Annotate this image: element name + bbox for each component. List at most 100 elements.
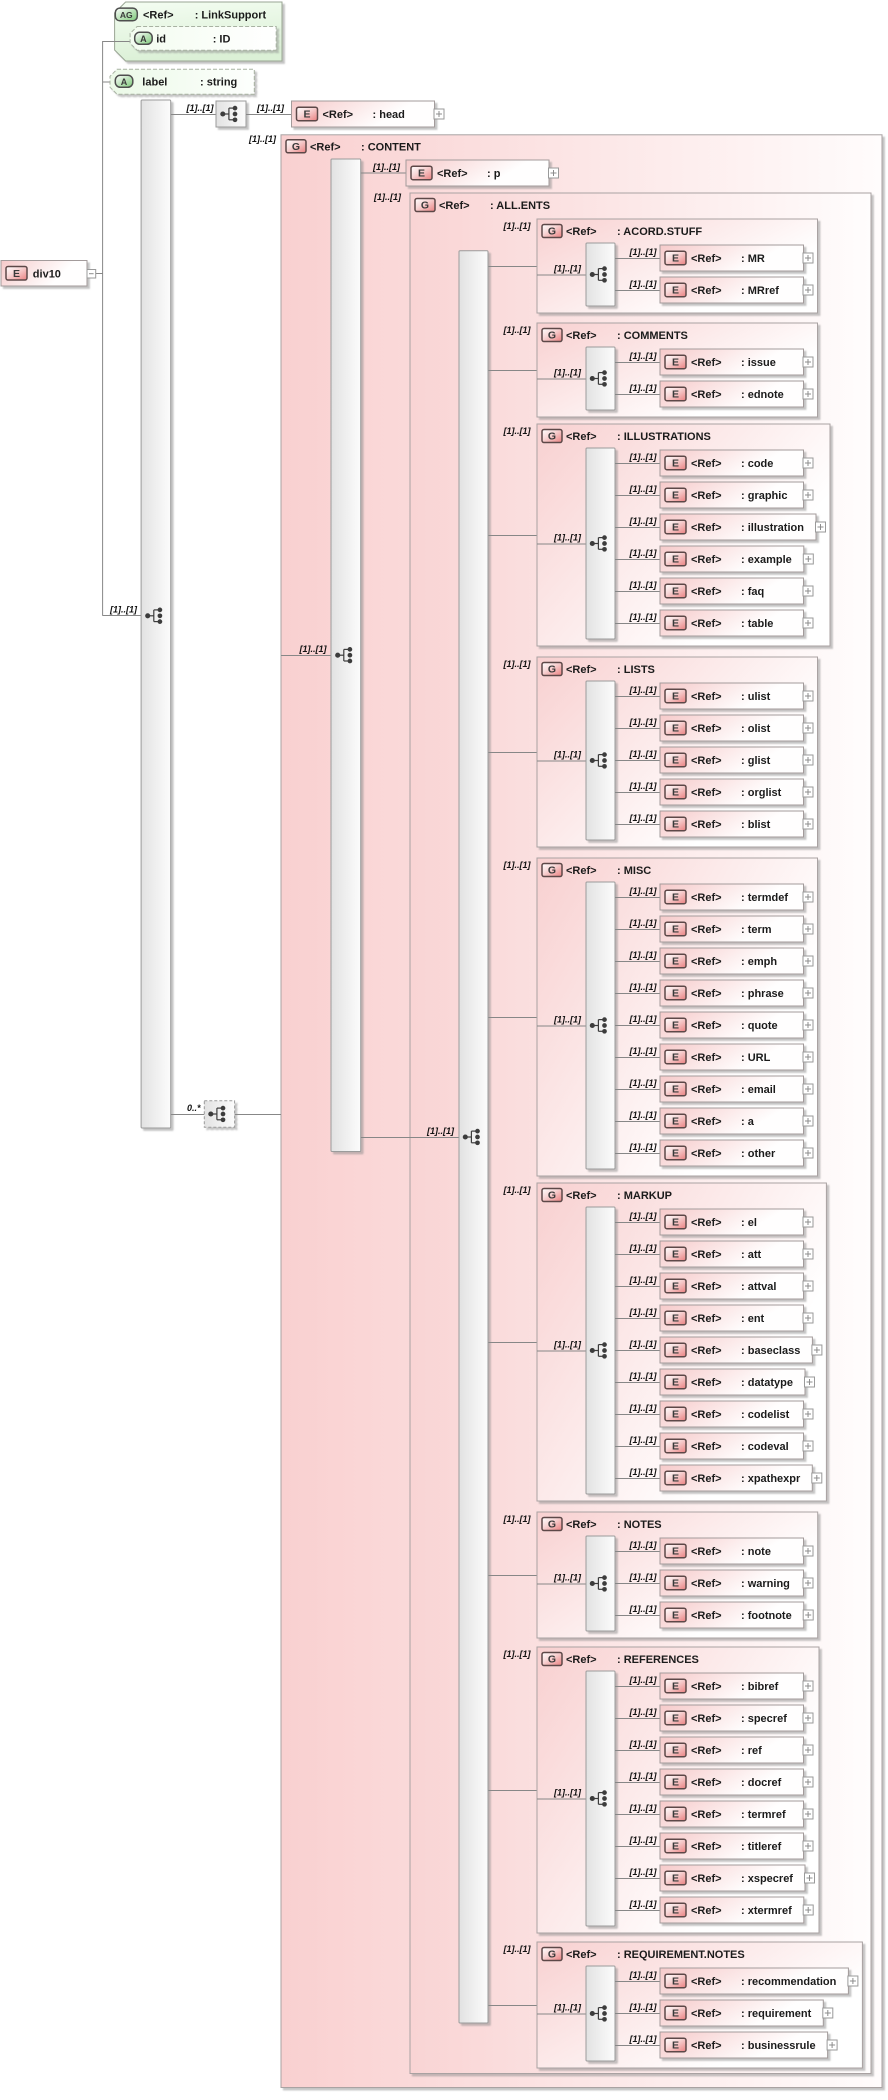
- svg-text:[1]..[1]: [1]..[1]: [629, 1803, 658, 1813]
- svg-text:<Ref>: <Ref>: [691, 554, 722, 566]
- svg-text:<Ref>: <Ref>: [566, 226, 597, 238]
- svg-text:[1]..[1]: [1]..[1]: [629, 1275, 658, 1285]
- svg-text:<Ref>: <Ref>: [691, 1546, 722, 1558]
- svg-text:: table: : table: [741, 618, 773, 630]
- svg-text:: example: : example: [741, 554, 792, 566]
- svg-text:E: E: [672, 1249, 679, 1261]
- svg-text:<Ref>: <Ref>: [691, 1148, 722, 1160]
- svg-text:: note: : note: [741, 1546, 771, 1558]
- svg-text:E: E: [672, 1841, 679, 1853]
- svg-text:[1]..[1]: [1]..[1]: [629, 1835, 658, 1845]
- svg-text:E: E: [672, 253, 679, 265]
- svg-text:[1]..[1]: [1]..[1]: [629, 2002, 658, 2012]
- svg-text:E: E: [672, 1905, 679, 1917]
- svg-text:: xspecref: : xspecref: [741, 1873, 793, 1885]
- svg-text:<Ref>: <Ref>: [691, 1345, 722, 1357]
- svg-text:E: E: [672, 1020, 679, 1032]
- svg-text:: p: : p: [487, 168, 501, 180]
- svg-text:E: E: [672, 1148, 679, 1160]
- svg-text:E: E: [672, 490, 679, 502]
- svg-text:[1]..[1]: [1]..[1]: [553, 1573, 582, 1583]
- svg-text:<Ref>: <Ref>: [323, 109, 354, 121]
- svg-text:G: G: [548, 1190, 556, 1202]
- svg-text:[1]..[1]: [1]..[1]: [426, 1126, 455, 1136]
- svg-text:: URL: : URL: [741, 1052, 771, 1064]
- svg-text:E: E: [672, 787, 679, 799]
- svg-text:[1]..[1]: [1]..[1]: [503, 659, 532, 669]
- svg-text:[1]..[1]: [1]..[1]: [553, 368, 582, 378]
- svg-text:[1]..[1]: [1]..[1]: [629, 516, 658, 526]
- svg-text:<Ref>: <Ref>: [691, 1281, 722, 1293]
- svg-text:E: E: [672, 1473, 679, 1485]
- svg-text:E: E: [672, 1052, 679, 1064]
- svg-text:[1]..[1]: [1]..[1]: [503, 221, 532, 231]
- svg-text:[1]..[1]: [1]..[1]: [553, 533, 582, 543]
- svg-text:E: E: [672, 1681, 679, 1693]
- svg-text:<Ref>: <Ref>: [691, 1713, 722, 1725]
- svg-text:<Ref>: <Ref>: [691, 956, 722, 968]
- svg-text:<Ref>: <Ref>: [691, 1873, 722, 1885]
- svg-text:: REQUIREMENT.NOTES: : REQUIREMENT.NOTES: [617, 1949, 745, 1961]
- svg-text:<Ref>: <Ref>: [691, 458, 722, 470]
- svg-text:: specref: : specref: [741, 1713, 787, 1725]
- svg-text:E: E: [672, 988, 679, 1000]
- svg-text:[1]..[1]: [1]..[1]: [629, 1211, 658, 1221]
- svg-text:<Ref>: <Ref>: [691, 1313, 722, 1325]
- svg-text:G: G: [548, 664, 556, 676]
- svg-text:: MRref: : MRref: [741, 285, 779, 297]
- svg-text:A: A: [121, 77, 128, 87]
- svg-text:E: E: [672, 1377, 679, 1389]
- svg-text:<Ref>: <Ref>: [691, 1249, 722, 1261]
- svg-text:: CONTENT: : CONTENT: [361, 141, 421, 153]
- svg-text:<Ref>: <Ref>: [691, 2008, 722, 2020]
- svg-text:G: G: [548, 865, 556, 877]
- svg-text:[1]..[1]: [1]..[1]: [629, 1572, 658, 1582]
- svg-text:: el: : el: [741, 1217, 757, 1229]
- svg-text:: MISC: : MISC: [617, 865, 651, 877]
- svg-text:[1]..[1]: [1]..[1]: [629, 1339, 658, 1349]
- svg-text:<Ref>: <Ref>: [566, 1190, 597, 1202]
- svg-text:: docref: : docref: [741, 1777, 782, 1789]
- svg-text:<Ref>: <Ref>: [691, 618, 722, 630]
- svg-text:<Ref>: <Ref>: [691, 1084, 722, 1096]
- svg-text:E: E: [672, 956, 679, 968]
- svg-text:[1]..[1]: [1]..[1]: [372, 162, 401, 172]
- svg-text:E: E: [672, 285, 679, 297]
- svg-text:<Ref>: <Ref>: [143, 10, 174, 22]
- svg-text:E: E: [672, 618, 679, 630]
- svg-text:<Ref>: <Ref>: [691, 1217, 722, 1229]
- svg-text:<Ref>: <Ref>: [691, 285, 722, 297]
- svg-text:: businessrule: : businessrule: [741, 2040, 816, 2052]
- svg-text:: MR: : MR: [741, 253, 765, 265]
- svg-text:[1]..[1]: [1]..[1]: [256, 103, 285, 113]
- svg-text:: ulist: : ulist: [741, 691, 771, 703]
- svg-text:<Ref>: <Ref>: [691, 490, 722, 502]
- svg-text:E: E: [672, 691, 679, 703]
- svg-text:E: E: [672, 1441, 679, 1453]
- svg-text:: code: : code: [741, 458, 773, 470]
- svg-text:[1]..[1]: [1]..[1]: [629, 1867, 658, 1877]
- svg-text:<Ref>: <Ref>: [691, 1809, 722, 1821]
- svg-text:E: E: [672, 1281, 679, 1293]
- svg-text:[1]..[1]: [1]..[1]: [629, 1307, 658, 1317]
- svg-text:[1]..[1]: [1]..[1]: [553, 1015, 582, 1025]
- svg-text:[1]..[1]: [1]..[1]: [629, 982, 658, 992]
- svg-text:[1]..[1]: [1]..[1]: [553, 264, 582, 274]
- svg-text:E: E: [672, 1873, 679, 1885]
- svg-text:G: G: [548, 226, 556, 238]
- svg-text:[1]..[1]: [1]..[1]: [629, 484, 658, 494]
- svg-text:: codeval: : codeval: [741, 1441, 789, 1453]
- svg-text:<Ref>: <Ref>: [691, 723, 722, 735]
- svg-text:: email: : email: [741, 1084, 776, 1096]
- svg-text:: requirement: : requirement: [741, 2008, 812, 2020]
- svg-text:<Ref>: <Ref>: [691, 892, 722, 904]
- svg-text:E: E: [672, 819, 679, 831]
- svg-text:: ent: : ent: [741, 1313, 765, 1325]
- svg-text:[1]..[1]: [1]..[1]: [629, 1540, 658, 1550]
- svg-text:G: G: [421, 200, 429, 212]
- svg-text:[1]..[1]: [1]..[1]: [629, 685, 658, 695]
- svg-text:A: A: [140, 34, 147, 44]
- svg-text:<Ref>: <Ref>: [691, 1777, 722, 1789]
- svg-text:: emph: : emph: [741, 956, 777, 968]
- svg-text:: titleref: : titleref: [741, 1841, 782, 1853]
